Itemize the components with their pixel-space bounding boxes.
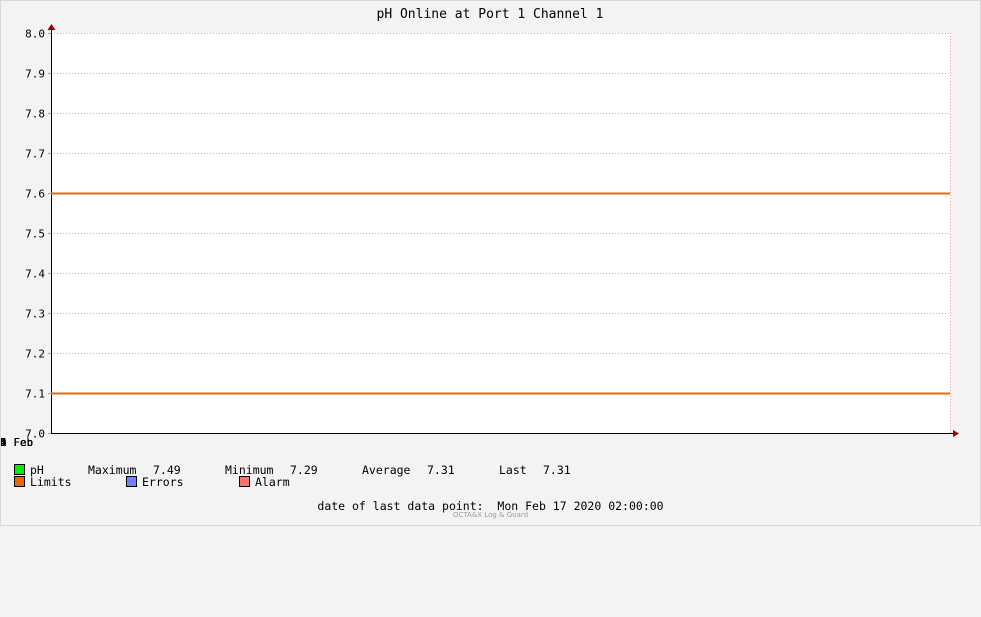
last-point-value: Mon Feb 17 2020 02:00:00	[497, 499, 664, 513]
x-tick-label: Wed 12 Feb	[0, 436, 33, 449]
last-data-point: date of last data point: Mon Feb 17 2020…	[0, 499, 981, 513]
legend-minimum-value: 7.29	[290, 463, 318, 477]
y-tick-label: 7.3	[25, 308, 45, 321]
x-tick-label: Sat 15 Feb	[0, 436, 33, 449]
x-tick-label: Fri 14 Feb	[0, 436, 33, 449]
last-point-label: date of last data point:	[317, 499, 484, 513]
y-tick-label: 7.7	[25, 148, 45, 161]
chart-root: 7.0 7.1 7.2 7.3 7.4 7.5 7.6 7.7 7.8 7.9 8.0 Mon 10 …	[0, 0, 981, 526]
y-tick-label: 7.9	[25, 68, 45, 81]
legend-item-errors: Errors	[126, 475, 184, 489]
legend-row-limits: Limits Errors Alarm	[14, 475, 714, 489]
x-tick-label: Thu 13 Feb	[0, 436, 33, 449]
alarm-swatch	[239, 476, 250, 487]
y-tick-label: 7.1	[25, 388, 45, 401]
legend-item-ph: pH	[14, 463, 44, 477]
limits-swatch	[14, 476, 25, 487]
legend-item-limits: Limits	[14, 475, 72, 489]
chart-title: pH Online at Port 1 Channel 1	[377, 7, 604, 22]
legend-last-value: 7.31	[543, 463, 571, 477]
legend-ph-label: pH	[30, 463, 44, 477]
legend-alarm-label: Alarm	[255, 475, 290, 489]
legend-average-value: 7.31	[427, 463, 455, 477]
legend-errors-label: Errors	[142, 475, 184, 489]
errors-swatch	[126, 476, 137, 487]
legend-maximum-label: Maximum	[88, 463, 137, 477]
legend-minimum-label: Minimum	[225, 463, 274, 477]
x-tick-label: Tue 11 Feb	[0, 436, 33, 449]
x-tick-label: Mon 10 Feb	[0, 436, 33, 449]
legend-last-label: Last	[499, 463, 527, 477]
chart-svg: 7.0 7.1 7.2 7.3 7.4 7.5 7.6 7.7 7.8 7.9 8.0 Mon 10 …	[0, 0, 981, 526]
y-tick-label: 7.2	[25, 348, 45, 361]
legend-row-ph: pH Maximum 7.49 Minimum 7.29 Average 7.3…	[14, 463, 714, 477]
legend-limits-label: Limits	[30, 475, 72, 489]
x-tick-label: Sun 16 Feb	[0, 436, 33, 449]
y-tick-label: 8.0	[25, 28, 45, 41]
x-axis-arrow	[953, 430, 959, 437]
legend-average-label: Average	[362, 463, 411, 477]
y-tick-label: 7.0	[25, 428, 45, 441]
y-tick-label: 7.6	[25, 188, 45, 201]
legend-maximum-value: 7.49	[153, 463, 181, 477]
legend-item-alarm: Alarm	[239, 475, 290, 489]
plot-area	[51, 33, 950, 433]
ph-swatch	[14, 464, 25, 475]
y-tick-label: 7.5	[25, 228, 45, 241]
y-tick-label: 7.4	[25, 268, 45, 281]
y-tick-label: 7.8	[25, 108, 45, 121]
watermark: OCTA&X Log & Guard	[452, 511, 529, 519]
y-axis-arrow	[47, 24, 56, 30]
